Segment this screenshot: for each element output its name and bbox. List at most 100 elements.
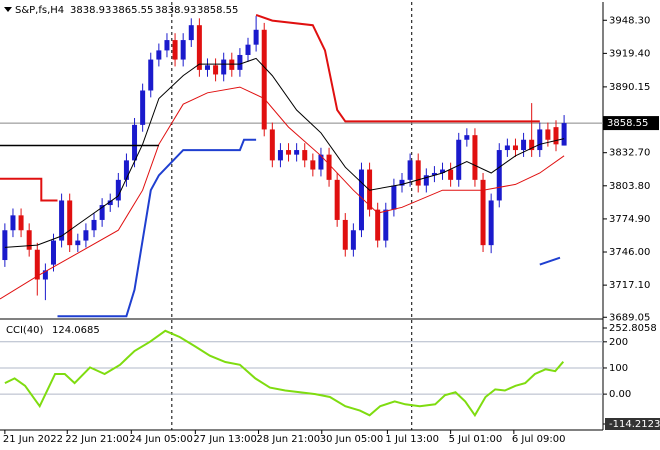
candle-body	[310, 160, 316, 170]
x-tick-label: 30 Jun 05:00	[320, 434, 384, 445]
candle-body	[188, 25, 194, 41]
candle-body	[318, 154, 324, 170]
candle-body	[326, 154, 332, 180]
candle-body	[375, 209, 381, 241]
x-tick-label: 27 Jun 13:00	[193, 434, 257, 445]
y-tick-label: -114.2123	[609, 419, 660, 430]
candle-body	[140, 90, 146, 125]
candle-body	[350, 230, 356, 250]
candle-body	[42, 270, 48, 280]
cci-title: CCI(40)	[6, 325, 44, 336]
indicator-line	[0, 13, 540, 202]
candle-body	[277, 150, 283, 161]
x-tick-label: 6 Jul 09:00	[512, 434, 566, 445]
candle-body	[148, 59, 154, 91]
candle-body	[229, 59, 235, 70]
y-tick-label: 200	[609, 337, 628, 348]
candle-body	[440, 169, 446, 173]
y-tick-label: 0.00	[609, 389, 631, 400]
candle-body	[172, 40, 178, 60]
candle-body	[221, 59, 227, 75]
candle-body	[245, 44, 251, 55]
candle-body	[407, 160, 413, 180]
indicator-line	[57, 138, 561, 318]
candle-body	[537, 129, 543, 151]
candle-body	[99, 205, 105, 220]
candle-body	[415, 160, 421, 186]
candle-body	[50, 240, 56, 265]
x-tick-label: 28 Jun 21:00	[257, 434, 321, 445]
candle-body	[213, 65, 219, 75]
y-tick-label: 3890.15	[609, 82, 650, 93]
candle-body	[91, 219, 97, 231]
candle-body	[196, 25, 202, 70]
header-symbol: S&P,fs,H4	[15, 5, 64, 16]
x-tick-label: 21 Jun 2022	[3, 434, 63, 445]
candle-body	[464, 135, 470, 140]
candle-body	[26, 230, 32, 250]
header-high: 3865.55	[112, 5, 153, 16]
candle-body	[132, 124, 138, 161]
candle-body	[115, 179, 121, 201]
candle-body	[2, 230, 8, 261]
candle-body	[18, 215, 24, 231]
candle-body	[504, 145, 510, 151]
candle-body	[237, 54, 243, 70]
candle-body	[472, 135, 478, 180]
candle-body	[302, 150, 308, 161]
candle-body	[204, 65, 210, 70]
candle-body	[164, 40, 170, 51]
candle-body	[286, 150, 292, 155]
y-tick-label: 100	[609, 363, 628, 374]
x-tick-label: 24 Jun 05:00	[129, 434, 193, 445]
x-tick-label: 1 Jul 13:00	[385, 434, 439, 445]
candle-body	[512, 145, 518, 151]
y-tick-label: 3689.05	[609, 312, 650, 323]
x-tick-label: 5 Jul 01:00	[449, 434, 503, 445]
candle-body	[383, 209, 389, 241]
y-tick-label: 3803.80	[609, 181, 650, 192]
price-tag-label: 3858.55	[607, 118, 648, 129]
candle-body	[10, 215, 16, 231]
header-close: 3858.55	[197, 5, 238, 16]
candle-body	[480, 179, 486, 246]
candle-body	[448, 169, 454, 180]
candle-body	[156, 50, 162, 60]
candle-body	[180, 40, 186, 60]
y-tick-label: 3948.30	[609, 15, 650, 26]
candle-body	[261, 29, 267, 130]
candle-body	[107, 200, 113, 206]
candle-body	[553, 127, 559, 145]
dropdown-arrow[interactable]	[4, 7, 12, 12]
candle-body	[521, 139, 527, 151]
candle-body	[83, 230, 89, 241]
candle-body	[561, 123, 567, 146]
y-tick-label: 3717.10	[609, 280, 650, 291]
x-tick-label: 22 Jun 21:00	[65, 434, 129, 445]
candle-body	[59, 200, 65, 241]
candle-body	[496, 150, 502, 201]
indicator-line	[4, 57, 565, 248]
candle-body	[488, 200, 494, 246]
candle-body	[269, 129, 275, 161]
cci-line	[4, 329, 565, 418]
candle-body	[75, 240, 81, 246]
header-low: 3838.93	[155, 5, 196, 16]
candle-body	[423, 175, 429, 186]
candle-body	[67, 200, 73, 246]
y-tick-label: 252.8058	[609, 323, 657, 334]
y-tick-label: 3774.90	[609, 214, 650, 225]
y-tick-label: 3746.00	[609, 247, 650, 258]
candle-body	[545, 129, 551, 140]
value-tag	[605, 418, 660, 430]
candle-body	[123, 160, 129, 180]
candle-body	[334, 179, 340, 220]
cci-value: 124.0685	[52, 325, 100, 336]
candle-body	[456, 139, 462, 180]
candle-body	[399, 179, 405, 186]
frame	[0, 2, 604, 431]
candle-body	[358, 169, 364, 231]
candle-body	[294, 150, 300, 155]
